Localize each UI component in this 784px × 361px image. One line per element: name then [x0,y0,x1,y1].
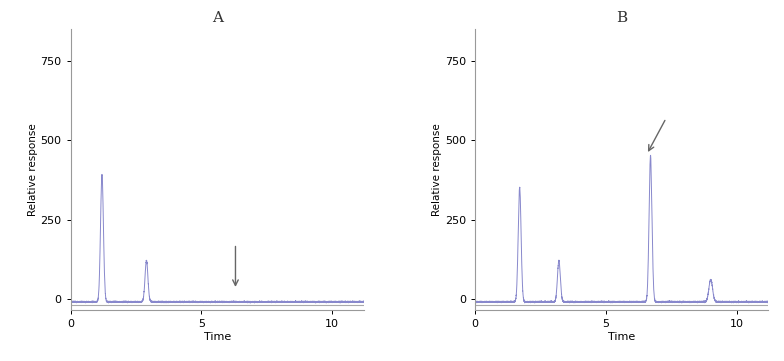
Y-axis label: Relative response: Relative response [432,123,442,216]
Y-axis label: Relative response: Relative response [27,123,38,216]
X-axis label: Time: Time [204,332,230,342]
X-axis label: Time: Time [608,332,635,342]
Title: B: B [616,11,627,25]
Title: A: A [212,11,223,25]
